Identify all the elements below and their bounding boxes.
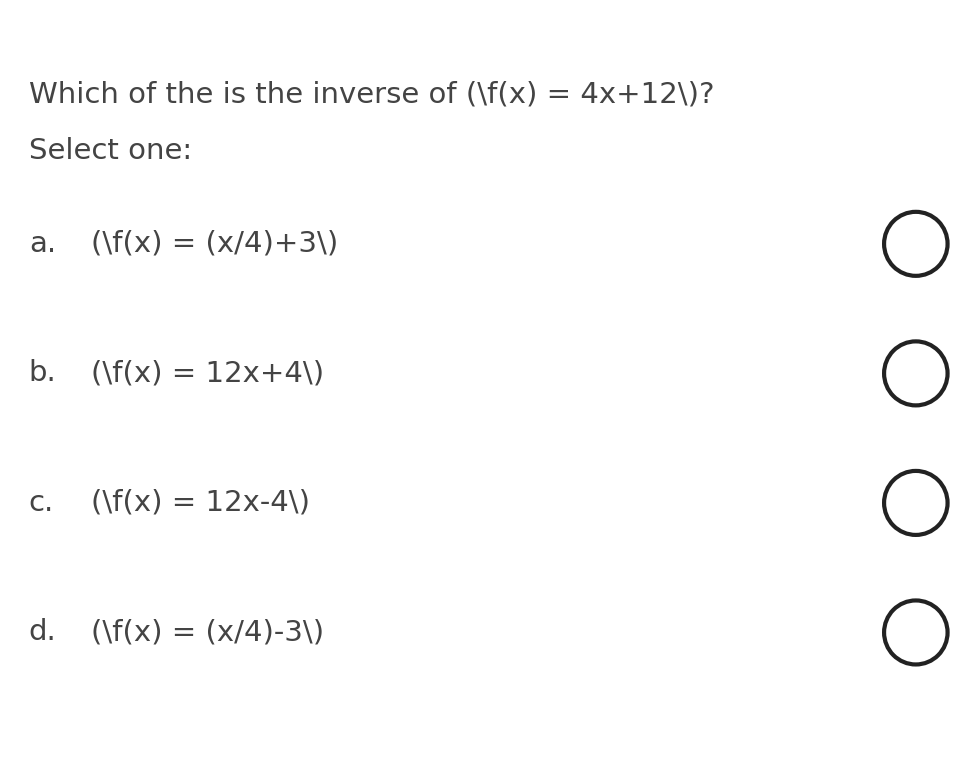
Text: d.: d. <box>29 619 57 646</box>
Text: c.: c. <box>29 489 54 517</box>
Text: (\f(x) = 12x-4\): (\f(x) = 12x-4\) <box>91 489 310 517</box>
Text: a.: a. <box>29 230 56 258</box>
Text: Select one:: Select one: <box>29 137 192 165</box>
Text: (\f(x) = (x/4)-3\): (\f(x) = (x/4)-3\) <box>91 619 324 646</box>
Text: (\f(x) = (x/4)+3\): (\f(x) = (x/4)+3\) <box>91 230 338 258</box>
Text: Which of the is the inverse of (\f(x) = 4x+12\)?: Which of the is the inverse of (\f(x) = … <box>29 80 714 108</box>
Text: (\f(x) = 12x+4\): (\f(x) = 12x+4\) <box>91 360 324 387</box>
Text: b.: b. <box>29 360 57 387</box>
